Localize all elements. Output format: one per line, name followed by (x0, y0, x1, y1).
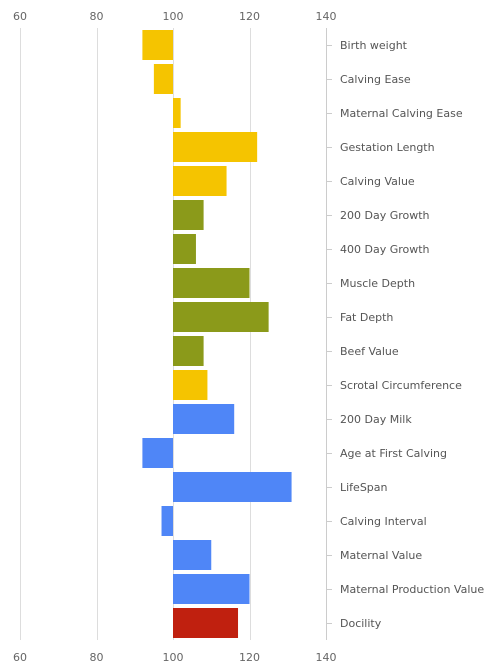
category-label: 200 Day Milk (340, 413, 412, 426)
bar (173, 404, 235, 434)
top-tick-label: 120 (239, 10, 260, 23)
category-label: Age at First Calving (340, 447, 447, 460)
top-tick-labels: 60 80 100 120 140 (13, 10, 337, 23)
bottom-tick-label: 100 (163, 651, 184, 664)
category-label: Scrotal Circumference (340, 379, 462, 392)
bottom-tick-labels: 60 80 100 120 140 (13, 651, 337, 664)
bar (173, 98, 181, 128)
bar (173, 234, 196, 264)
category-label: Calving Value (340, 175, 415, 188)
bar (142, 438, 173, 468)
bottom-tick-label: 140 (316, 651, 337, 664)
category-label: Gestation Length (340, 141, 435, 154)
category-label: LifeSpan (340, 481, 388, 494)
bar (142, 30, 173, 60)
category-label: Maternal Calving Ease (340, 107, 463, 120)
category-label: Maternal Production Value (340, 583, 484, 596)
bar (173, 540, 212, 570)
category-axis (326, 28, 332, 640)
category-label: 400 Day Growth (340, 243, 430, 256)
bar (173, 336, 204, 366)
bar (173, 608, 239, 638)
bottom-tick-label: 80 (90, 651, 104, 664)
category-label: Fat Depth (340, 311, 393, 324)
bar (173, 200, 204, 230)
top-tick-label: 100 (163, 10, 184, 23)
category-label: Calving Ease (340, 73, 411, 86)
category-label: Birth weight (340, 39, 408, 52)
category-label: Muscle Depth (340, 277, 415, 290)
category-label: 200 Day Growth (340, 209, 430, 222)
bar (173, 370, 208, 400)
bar (161, 506, 173, 536)
bar (173, 132, 258, 162)
top-tick-label: 60 (13, 10, 27, 23)
bar (173, 472, 292, 502)
bottom-tick-label: 120 (239, 651, 260, 664)
bottom-tick-label: 60 (13, 651, 27, 664)
top-tick-label: 140 (316, 10, 337, 23)
category-label: Beef Value (340, 345, 399, 358)
bar (173, 268, 250, 298)
category-labels: Birth weight Calving Ease Maternal Calving… (340, 39, 484, 630)
bar (173, 166, 227, 196)
bar (153, 64, 173, 94)
top-tick-label: 80 (90, 10, 104, 23)
bars (142, 30, 292, 638)
category-label: Maternal Value (340, 549, 422, 562)
category-label: Docility (340, 617, 382, 630)
bar (173, 574, 250, 604)
category-label: Calving Interval (340, 515, 427, 528)
bar (173, 302, 269, 332)
